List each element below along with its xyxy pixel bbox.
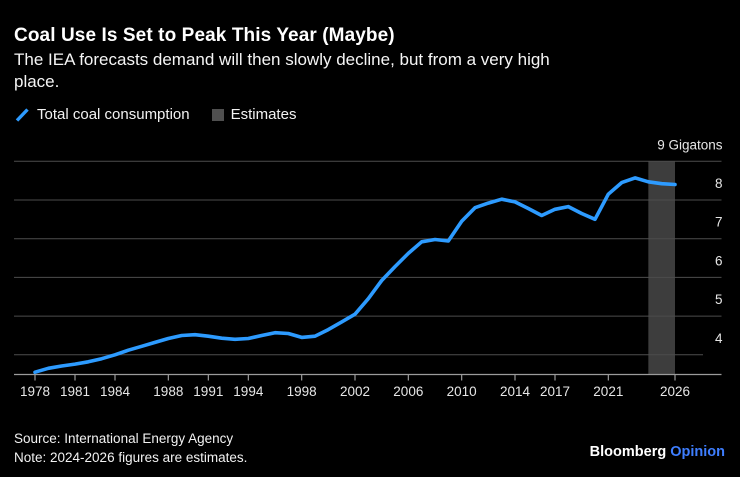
x-tick-label-2002: 2002 <box>340 384 370 399</box>
y-tick-label-7: 7 <box>715 215 723 230</box>
x-tick-label-2017: 2017 <box>540 384 570 399</box>
estimates-note: Note: 2024-2026 figures are estimates. <box>14 450 248 465</box>
x-tick-label-2021: 2021 <box>593 384 623 399</box>
y-tick-label-4: 4 <box>715 331 723 346</box>
x-tick-label-1984: 1984 <box>100 384 131 399</box>
estimates-band <box>648 161 675 375</box>
consumption-line <box>33 176 677 375</box>
chart-subtitle: The IEA forecasts demand will then slowl… <box>14 49 550 93</box>
y-tick-label-9: 9 Gigatons <box>657 137 723 152</box>
chart-title: Coal Use Is Set to Peak This Year (Maybe… <box>14 25 395 46</box>
legend: Total coal consumption Estimates <box>14 106 296 123</box>
estimates-swatch-icon <box>211 108 224 121</box>
x-tick-label-1988: 1988 <box>153 384 183 399</box>
logo-brand: Bloomberg <box>589 444 667 460</box>
footer: Source: International Energy Agency Note… <box>14 429 247 467</box>
x-tick-label-2006: 2006 <box>393 384 423 399</box>
x-tick-label-1978: 1978 <box>20 384 50 399</box>
x-tick-label-1991: 1991 <box>193 384 223 399</box>
y-tick-label-6: 6 <box>715 253 723 268</box>
legend-label-estimates: Estimates <box>230 106 297 123</box>
x-tick-label-2010: 2010 <box>447 384 477 399</box>
x-tick-label-1998: 1998 <box>287 384 317 399</box>
legend-item-estimates: Estimates <box>211 106 297 123</box>
y-tick-label-5: 5 <box>715 292 723 307</box>
chart-subtitle-line2: place. <box>14 72 60 91</box>
x-tick-label-2014: 2014 <box>500 384 531 399</box>
logo-suffix: Opinion <box>670 444 725 460</box>
legend-item-consumption: Total coal consumption <box>14 106 190 123</box>
line-series-icon <box>15 107 29 122</box>
x-tick-label-2026: 2026 <box>660 384 690 399</box>
legend-label-consumption: Total coal consumption <box>37 106 190 123</box>
x-tick-label-1994: 1994 <box>233 384 264 399</box>
bloomberg-opinion-logo: Bloomberg Opinion <box>590 444 725 460</box>
y-tick-label-8: 8 <box>715 176 723 191</box>
chart-subtitle-line1: The IEA forecasts demand will then slowl… <box>14 50 550 69</box>
x-tick-label-1981: 1981 <box>60 384 90 399</box>
source-note: Source: International Energy Agency <box>14 431 234 446</box>
